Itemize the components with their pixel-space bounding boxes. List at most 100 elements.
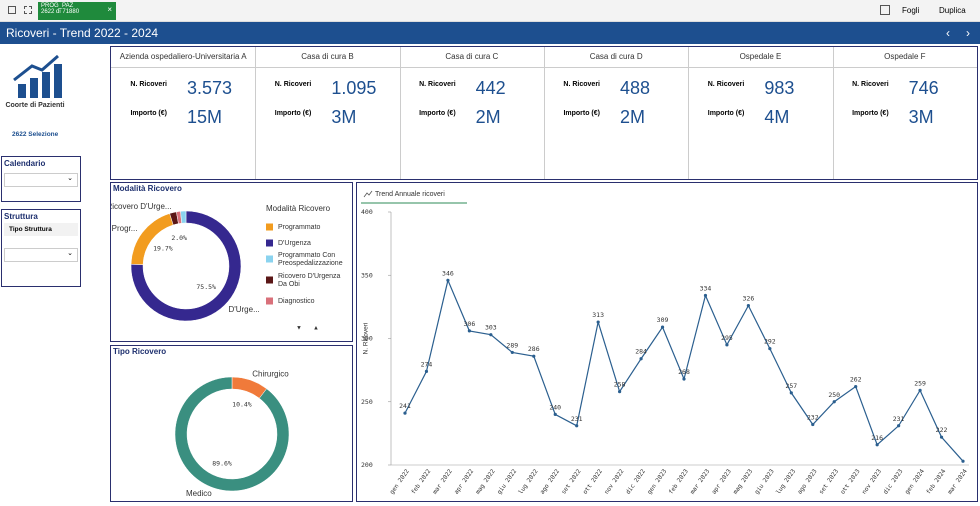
y-tick-label: 300 — [361, 335, 373, 343]
donut-segment — [231, 376, 268, 399]
chart: Trend Annuale ricoveri 200 250 300 350 400 N. … — [361, 190, 969, 496]
filter-count: 2622 di 71880 — [41, 9, 80, 15]
value-label: 309 — [657, 316, 669, 324]
sheets-button[interactable]: Fogli — [902, 6, 920, 15]
y-tick-label: 400 — [361, 208, 373, 216]
divider — [255, 47, 257, 179]
x-tick-label: mar 2022 — [431, 468, 454, 496]
line-panel: Trend Annuale ricoveri 200 250 300 350 400 N. … — [356, 182, 978, 502]
scroll-down: ▼ — [296, 326, 302, 332]
value-label: 334 — [700, 284, 712, 292]
donut-panel: Tipo Ricovero 10.4% Chirurgico 89.6% Medico — [110, 345, 353, 502]
icon[interactable] — [880, 5, 890, 15]
chart-title: Modalità Ricovero — [113, 184, 182, 193]
kpi-value: 746 — [908, 78, 939, 98]
value-label: 232 — [807, 414, 819, 422]
kpi-name: Casa di cura D — [589, 52, 643, 61]
value-label: 313 — [592, 311, 604, 319]
point — [832, 400, 836, 404]
kpi-name: Azienda ospedaliero-Universitaria A — [119, 52, 247, 61]
point — [682, 377, 686, 381]
icon[interactable] — [8, 6, 16, 14]
x-tick-label: ago 2023 — [796, 468, 819, 496]
kpi-value: 2M — [475, 107, 501, 127]
point — [403, 411, 407, 415]
x-tick-label: gen 2023 — [646, 468, 669, 496]
point — [489, 333, 493, 337]
x-tick-label: dic 2022 — [625, 468, 648, 496]
donut-segment — [130, 210, 242, 322]
x-tick-label: mag 2023 — [732, 468, 755, 496]
value-label: 346 — [442, 269, 454, 277]
point — [789, 391, 793, 395]
point — [961, 459, 965, 463]
x-tick-label: mag 2022 — [474, 468, 497, 496]
x-tick-label: apr 2023 — [710, 468, 733, 496]
value-label: 262 — [850, 376, 862, 384]
close[interactable]: × — [107, 5, 112, 14]
y-tick-label: 200 — [361, 461, 373, 469]
kpi-label: Importo (€) — [419, 110, 456, 117]
kpi-name: Casa di cura C — [445, 52, 499, 61]
selection[interactable]: 2622 Selezione — [12, 131, 59, 138]
next[interactable]: › — [966, 26, 970, 40]
legend-label: Programmato Con Preospedalizzazione — [278, 252, 343, 267]
x-tick-label: feb 2024 — [925, 468, 948, 496]
duplicate-button[interactable]: Duplica — [939, 6, 966, 15]
point — [424, 369, 429, 373]
legend-label: D'Urgenza — [278, 240, 311, 247]
chart: Tipo Ricovero 10.4% Chirurgico 89.6% Medico — [113, 347, 289, 498]
kpi-value: 4M — [764, 107, 790, 127]
point — [575, 424, 579, 428]
value-label: 250 — [828, 391, 840, 399]
value-label: 292 — [764, 338, 776, 346]
value-label: 19.7% — [153, 244, 173, 252]
structure-type[interactable]: Tipo Struttura — [4, 223, 78, 236]
y-tick-label: 350 — [361, 271, 373, 279]
point — [875, 443, 879, 447]
chart-title: Tipo Ricovero — [113, 347, 166, 356]
prev[interactable]: ‹ — [946, 26, 950, 40]
kpi-value: 3M — [331, 107, 357, 127]
kpi-label: N. Ricoveri — [707, 81, 745, 88]
value-label: 216 — [871, 434, 883, 442]
outside-label: Ricovero D'Urge... — [111, 202, 172, 211]
value-label: 274 — [421, 360, 433, 368]
value-label: 295 — [721, 334, 733, 342]
outside-label: Chirurgico — [252, 369, 289, 378]
logo-title: Coorte di Pazienti — [5, 102, 65, 109]
x-tick-label: gen 2024 — [904, 468, 927, 496]
toolbar: PROG_PAZ 2622 di 71880 × Fogli Duplica — [0, 0, 980, 22]
value-label: 258 — [614, 381, 626, 389]
x-tick-label: feb 2022 — [410, 468, 433, 496]
divider — [688, 47, 690, 179]
filter-name: PROG_PAZ — [41, 3, 74, 9]
dropdown[interactable]: ⌄ — [4, 173, 78, 187]
x-tick-label: apr 2022 — [453, 468, 476, 496]
x-tick-label: giu 2023 — [753, 468, 776, 496]
x-tick-label: ago 2022 — [539, 468, 562, 496]
value-label: 222 — [936, 426, 948, 434]
point — [446, 278, 450, 282]
legend-label: Ricovero D'Urgenza Da Obi — [278, 273, 341, 288]
icon[interactable] — [24, 6, 32, 14]
legend-swatch — [266, 276, 273, 284]
kpi-value: 442 — [475, 78, 506, 98]
value-label: 306 — [464, 320, 476, 328]
y-tick-label: 250 — [361, 398, 373, 406]
x-tick-label: set 2023 — [818, 468, 841, 496]
value-label: 303 — [485, 324, 497, 332]
kpi-value: 1.095 — [331, 78, 377, 98]
header: Ricoveri - Trend 2022 - 2024 ‹ › — [0, 22, 980, 44]
structure-filter: Struttura Tipo Struttura ⌄ — [1, 209, 81, 287]
kpi-name: Ospedale E — [739, 52, 782, 61]
x-tick-label: ott 2023 — [839, 468, 862, 496]
filter-chip[interactable]: PROG_PAZ 2622 di 71880 × — [38, 2, 116, 20]
sidebar: Coorte di Pazienti 2622 Selezione Calend… — [0, 44, 106, 506]
point — [467, 329, 471, 333]
x-tick-label: nov 2023 — [861, 468, 884, 496]
kpi-value: 15M — [187, 107, 223, 127]
dropdown[interactable]: ⌄ — [4, 248, 78, 262]
x-tick-label: lug 2022 — [517, 468, 540, 496]
header-title: Ricoveri - Trend 2022 - 2024 — [6, 26, 159, 40]
